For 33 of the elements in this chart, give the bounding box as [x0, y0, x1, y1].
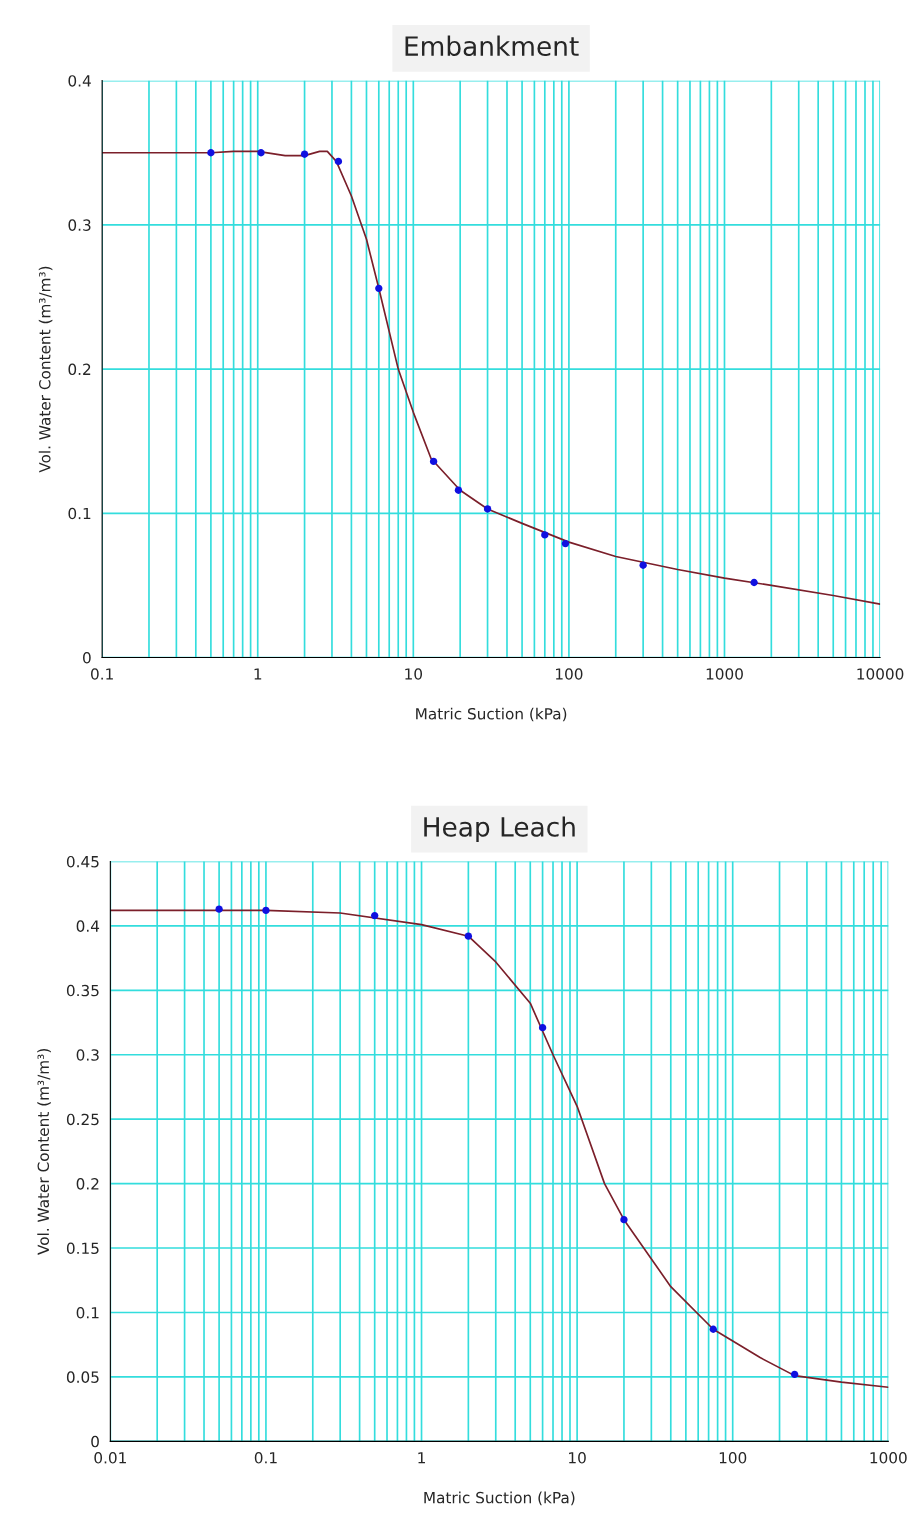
y-tick-label: 0.4	[76, 920, 100, 932]
y-tick-label: 0.45	[66, 855, 99, 868]
y-axis-title: Vol. Water Content (m³/m³)	[37, 1049, 51, 1255]
chart-title: Embankment	[405, 35, 579, 57]
x-tick-label: 0.1	[254, 1452, 277, 1464]
x-tick-label: 10000	[857, 668, 904, 680]
y-tick-label: 0.1	[76, 1306, 99, 1319]
x-tick-label: 1000	[706, 668, 743, 680]
x-axis-title: Matric Suction (kPa)	[416, 707, 567, 722]
x-axis-title: Matric Suction (kPa)	[424, 1491, 575, 1506]
y-axis-title: Vol. Water Content (m³/m³)	[38, 266, 53, 473]
y-tick-label: 0	[91, 1435, 99, 1448]
x-tick-label: 1	[254, 668, 262, 680]
x-tick-label: 1000	[870, 1452, 907, 1464]
y-tick-label: 0.3	[76, 1049, 99, 1061]
x-tick-label: 100	[719, 1452, 747, 1464]
x-tick-label: 10	[405, 668, 423, 680]
y-tick-label: 0.4	[68, 75, 91, 87]
y-tick-label: 0.15	[66, 1242, 99, 1255]
y-tick-label: 0.3	[68, 219, 91, 231]
y-tick-label: 0.05	[66, 1371, 99, 1383]
x-tick-label: 1	[418, 1452, 425, 1464]
x-tick-label: 10	[569, 1452, 586, 1464]
y-tick-label: 0.25	[66, 1113, 99, 1126]
x-tick-label: 0.1	[91, 668, 113, 680]
y-tick-label: 0.1	[68, 507, 91, 520]
y-tick-label: 0.2	[76, 1178, 99, 1190]
y-tick-label: 0.35	[66, 984, 99, 997]
y-tick-label: 0	[83, 651, 91, 664]
x-tick-label: 0.01	[94, 1452, 126, 1464]
chart-title: Heap Leach	[424, 816, 575, 842]
y-tick-label: 0.2	[68, 363, 91, 376]
x-tick-label: 100	[556, 668, 583, 680]
